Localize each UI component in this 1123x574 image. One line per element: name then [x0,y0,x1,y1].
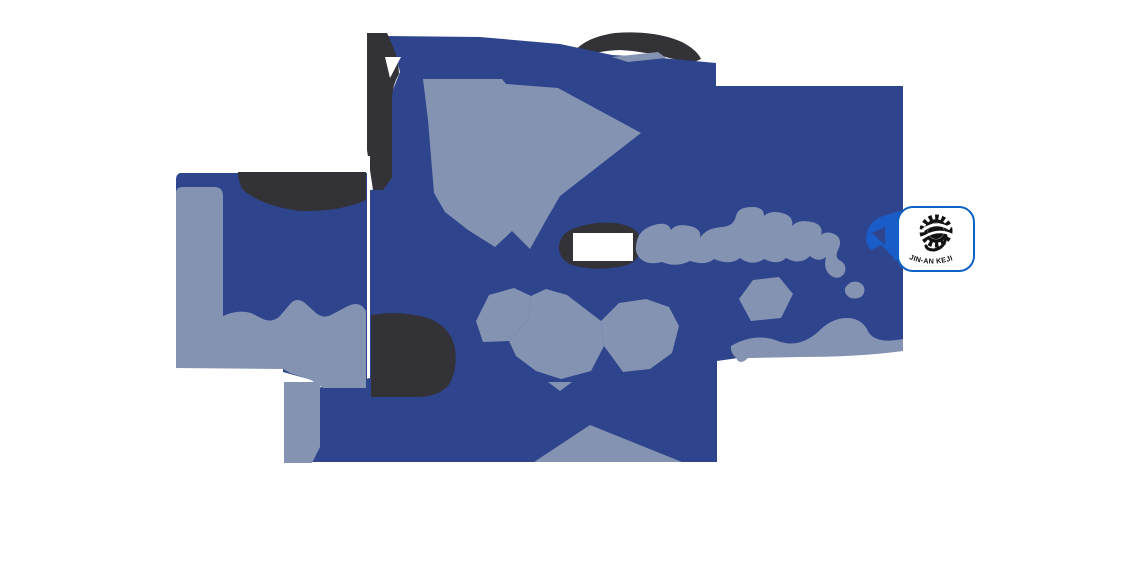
dark-left-band-shape [238,172,366,212]
pointer-diamond-shape [867,245,894,270]
slate-bottom-mountain-shape [534,425,682,462]
slate-center-blob-c [601,299,679,372]
floating-logo-badge[interactable]: JIN-AN KEJI [897,206,975,272]
pointer-shapes [866,211,900,270]
dark-bottom-left-blob-shape [371,313,456,397]
slate-shapes [176,52,903,463]
slate-center-blob-a [476,288,531,342]
slate-small-notch-shape [548,382,572,391]
badge-arc-label: JIN-AN KEJI [908,252,954,265]
gear-swoosh-logo-icon: JIN-AN KEJI [908,214,954,266]
slate-left-column-shape [176,187,223,345]
slate-pentagon-shape [423,79,641,249]
swoosh-strokes [922,223,953,239]
dark-shapes-behind [570,32,701,64]
pointer-notch-shape [872,227,885,245]
gear-rings [919,214,953,252]
white-keyhole-rect [573,233,633,261]
white-wedge-shape [385,57,401,78]
slate-left-bottom-band-shape [176,300,366,388]
slate-right-hexagon-shape [739,277,793,321]
white-separator-line [367,156,370,368]
white-shapes [367,57,633,368]
slate-sliver-under-dome [612,52,666,62]
slate-bottom-right-band-shape [730,317,903,362]
slate-center-blob-b [509,289,604,379]
dark-dome-shape [570,32,701,64]
slate-small-diamond-shape [844,281,865,299]
slate-diamond-chain-shape [635,207,846,278]
slate-bottom-left-strip-shape [284,382,320,463]
